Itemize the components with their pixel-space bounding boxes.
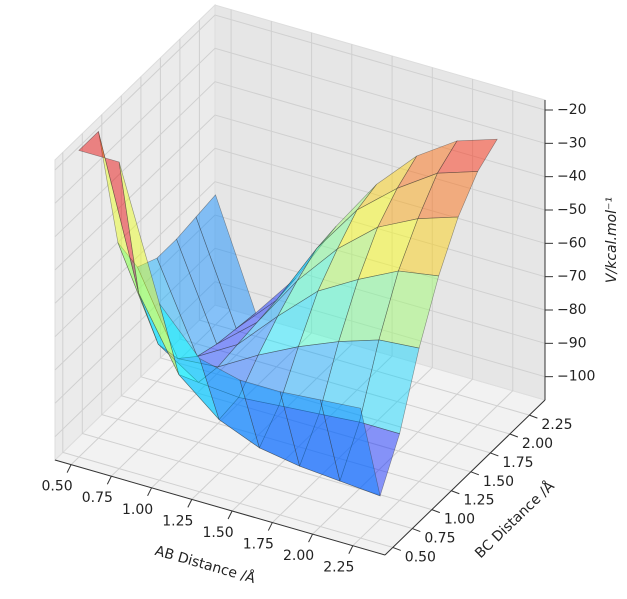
- x-tick-label: 2.25: [323, 560, 354, 576]
- grid-line: [110, 21, 272, 477]
- y-axis-label: BC Distance /Å: [472, 477, 559, 561]
- z-tick-label: −20: [557, 102, 587, 118]
- grid-line: [54, 147, 546, 304]
- y-tick-label: 2.00: [522, 436, 553, 452]
- x-tick: [308, 533, 314, 543]
- z-tick-label: −70: [557, 269, 587, 285]
- y-tick-label: 1.00: [444, 512, 475, 528]
- grid-line: [140, 76, 472, 473]
- grid-line: [151, 32, 313, 489]
- z-tick-label: −40: [557, 169, 587, 185]
- grid-line: [159, 57, 491, 454]
- y-tick: [509, 433, 519, 438]
- x-tick: [227, 510, 233, 520]
- grid-line: [54, 14, 546, 171]
- z-tick-label: −80: [557, 302, 587, 318]
- z-axis-label: V/kcal.mol⁻¹: [604, 197, 620, 283]
- x-tick: [267, 522, 273, 531]
- grid-line: [101, 114, 432, 511]
- grid-line: [54, 81, 546, 238]
- grid-line: [120, 95, 452, 492]
- grid-line: [198, 20, 530, 416]
- y-tick-label: 1.50: [483, 474, 514, 490]
- x-tick-label: 1.00: [122, 502, 153, 518]
- grid-line: [54, 47, 546, 204]
- grid-line: [54, 247, 546, 404]
- grid-line: [62, 152, 393, 548]
- x-tick-label: 0.50: [42, 479, 73, 495]
- y-tick: [490, 452, 499, 457]
- z-tick-label: −50: [557, 202, 587, 218]
- surface-patch: [319, 399, 381, 497]
- grid-line: [70, 9, 232, 465]
- y-tick-label: 2.25: [541, 417, 572, 433]
- x-tick: [147, 487, 153, 497]
- y-tick: [412, 528, 421, 533]
- grid-line: [191, 44, 353, 500]
- z-tick-label: −100: [557, 369, 595, 385]
- x-tick: [106, 475, 112, 485]
- grid-line: [312, 79, 474, 535]
- z-tick-label: −90: [557, 335, 587, 351]
- y-tick-label: 0.50: [405, 549, 436, 565]
- y-tick: [392, 546, 401, 551]
- grid-line: [352, 90, 514, 547]
- x-tick: [348, 545, 354, 554]
- y-axis: [384, 399, 546, 556]
- x-tick: [66, 464, 72, 473]
- y-tick-label: 1.75: [502, 455, 533, 471]
- y-tick: [470, 471, 480, 476]
- x-tick-label: 0.75: [82, 490, 113, 506]
- z-tick-label: −30: [557, 135, 587, 151]
- grid-line: [54, 214, 546, 371]
- x-tick-label: 1.75: [243, 537, 274, 553]
- y-tick: [451, 490, 460, 495]
- x-tick-label: 1.25: [162, 513, 193, 529]
- y-tick: [431, 509, 441, 514]
- x-tick: [187, 499, 193, 508]
- grid-line: [179, 39, 511, 435]
- z-tick-label: −60: [557, 235, 587, 251]
- grid-line: [81, 133, 413, 529]
- grid-line: [54, 181, 546, 338]
- grid-line: [54, 281, 546, 438]
- y-tick-label: 1.25: [463, 493, 494, 509]
- x-axis: [54, 459, 386, 556]
- x-tick-label: 2.00: [283, 548, 314, 564]
- x-tick-label: 1.50: [202, 525, 233, 541]
- grid-line: [271, 67, 433, 523]
- y-tick-label: 0.75: [424, 531, 455, 547]
- y-tick: [529, 414, 538, 419]
